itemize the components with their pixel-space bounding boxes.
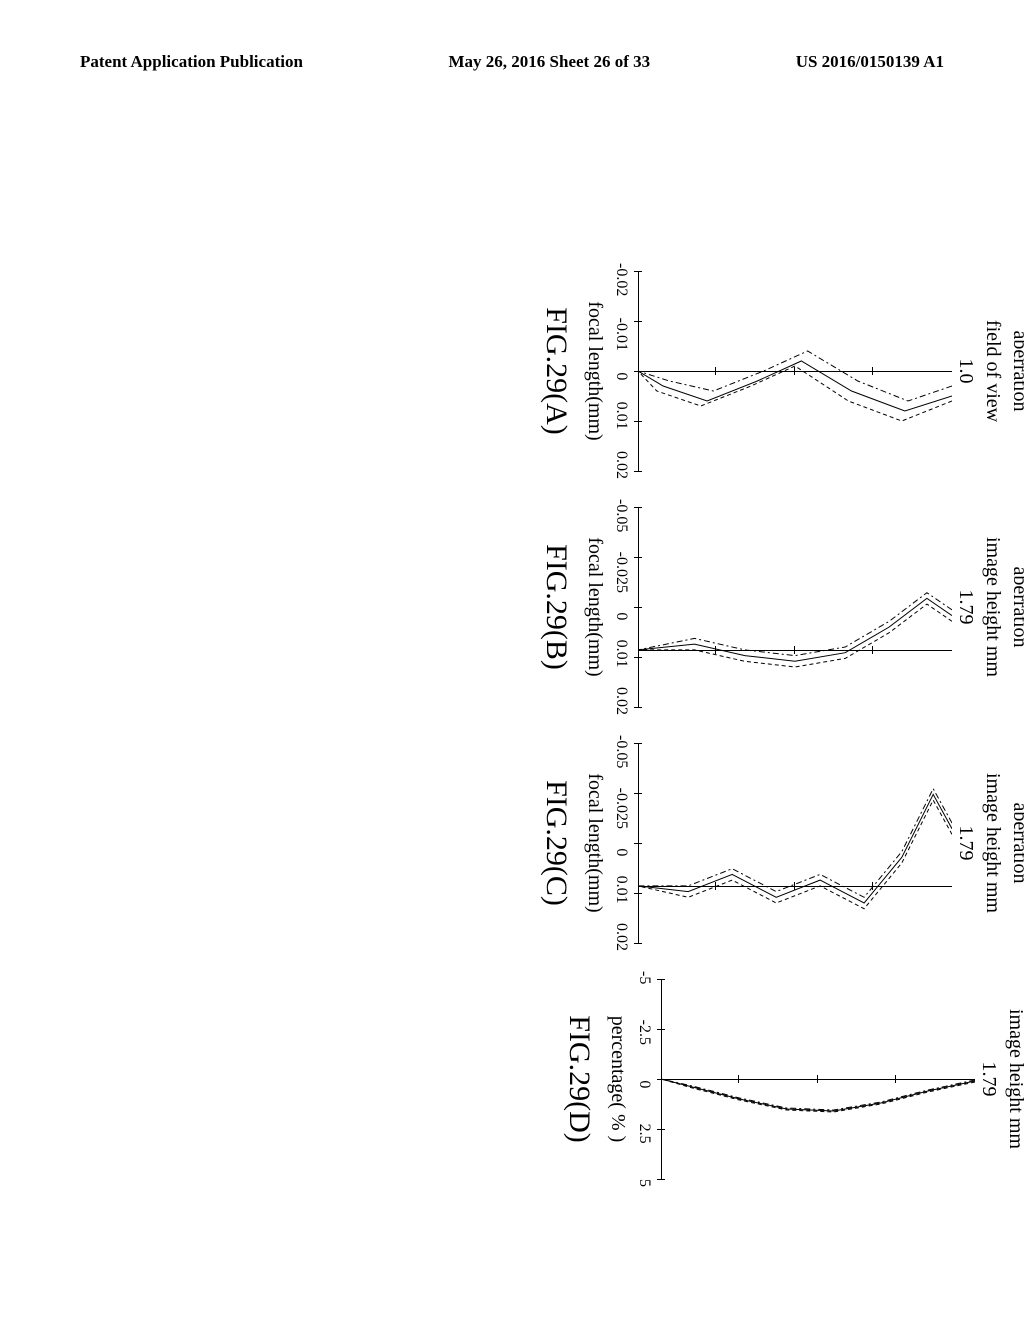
chart-C: tangential astigmatism aberrationimage h…: [539, 743, 1024, 943]
curve-solid: [638, 361, 952, 411]
x-tick: [634, 707, 642, 708]
x-tick-label: 5: [635, 1179, 653, 1187]
chart-B: sagittal astigmatism aberrationimage hei…: [539, 507, 1024, 707]
chart-top-value: 1.0: [954, 271, 977, 471]
x-tick-label: 0.01: [612, 640, 630, 668]
curves: [638, 743, 952, 943]
page-header: Patent Application Publication May 26, 2…: [80, 52, 944, 72]
chart-top-value: 1.79: [954, 507, 977, 707]
x-tick-label: -0.01: [612, 318, 630, 351]
x-tick-label: -0.02: [612, 263, 630, 296]
charts-row: longitudinal spherical aberrationfield o…: [539, 273, 1024, 1177]
x-tick-labels: -0.02 -0.01 0 0.01 0.02: [612, 263, 630, 479]
x-tick-label: -0.05: [612, 499, 630, 532]
x-tick: [634, 943, 642, 944]
figure-label: FIG.29(C): [539, 743, 573, 943]
plot-area: -5-2.502.55: [635, 979, 975, 1179]
chart-subtitle: image height mm: [981, 743, 1004, 943]
chart-top-value: 1.79: [954, 743, 977, 943]
curve-solid: [661, 1079, 975, 1111]
plot-area: -0.05-0.02500.010.02: [612, 743, 952, 943]
page: Patent Application Publication May 26, 2…: [0, 0, 1024, 1320]
curve-solid: [638, 598, 952, 661]
x-tick-labels: -0.05 -0.025 0 0.01 0.02: [612, 499, 630, 715]
x-tick-label: 0: [612, 372, 630, 380]
x-tick-label: 2.5: [635, 1124, 653, 1144]
x-tick-label: 0: [635, 1080, 653, 1088]
curves: [638, 271, 952, 471]
plot-area: -0.05-0.02500.010.02: [612, 507, 952, 707]
x-tick-label: -0.025: [612, 788, 630, 829]
chart-A: longitudinal spherical aberrationfield o…: [539, 271, 1024, 471]
curve-dashdot: [638, 593, 952, 656]
curve-dashdot: [661, 1079, 975, 1110]
curves: [661, 979, 975, 1179]
curve-dashed: [661, 1079, 975, 1112]
x-tick-label: 0.01: [612, 402, 630, 430]
x-axis-label: focal length(mm): [583, 743, 606, 943]
x-tick-label: 0: [612, 848, 630, 856]
chart-subtitle: field of view: [981, 271, 1004, 471]
chart-subtitle: image height mm: [981, 507, 1004, 707]
x-axis-label: focal length(mm): [583, 271, 606, 471]
chart-subtitle: image height mm: [1004, 979, 1024, 1179]
header-center: May 26, 2016 Sheet 26 of 33: [449, 52, 651, 72]
x-tick-label: -0.025: [612, 552, 630, 593]
x-tick-labels: -5 -2.5 0 2.5 5: [635, 971, 653, 1187]
plot-area: -0.02-0.0100.010.02: [612, 271, 952, 471]
header-left: Patent Application Publication: [80, 52, 303, 72]
curves: [638, 507, 952, 707]
figure-area: 650nm 555nm 470nm longitudinal spherical…: [0, 273, 1024, 1177]
x-tick-label: -2.5: [635, 1020, 653, 1045]
x-axis-label: percentage( % ): [606, 979, 629, 1179]
chart-title: tangential astigmatism aberration: [1008, 743, 1024, 943]
x-tick-label: 0.02: [612, 923, 630, 951]
header-right: US 2016/0150139 A1: [796, 52, 944, 72]
curve-dashdot: [638, 789, 952, 898]
x-tick-label: -5: [635, 971, 653, 984]
figure-label: FIG.29(D): [562, 979, 596, 1179]
chart-title: longitudinal spherical aberration: [1008, 271, 1024, 471]
x-tick-label: 0.02: [612, 687, 630, 715]
figure-label: FIG.29(A): [539, 271, 573, 471]
x-tick-label: 0.01: [612, 876, 630, 904]
figure-label: FIG.29(B): [539, 507, 573, 707]
x-tick-label: -0.05: [612, 735, 630, 768]
x-tick: [657, 1179, 665, 1180]
x-tick: [634, 471, 642, 472]
x-axis-label: focal length(mm): [583, 507, 606, 707]
chart-title: sagittal astigmatism aberration: [1008, 507, 1024, 707]
x-tick-label: 0: [612, 612, 630, 620]
curve-dashed: [638, 604, 952, 667]
curve-dashed: [638, 800, 952, 909]
chart-top-value: 1.79: [977, 979, 1000, 1179]
x-tick-labels: -0.05 -0.025 0 0.01 0.02: [612, 735, 630, 951]
curve-solid: [638, 794, 952, 903]
x-tick-label: 0.02: [612, 451, 630, 479]
chart-D: distortion aberrationimage height mm1.79…: [539, 979, 1024, 1179]
